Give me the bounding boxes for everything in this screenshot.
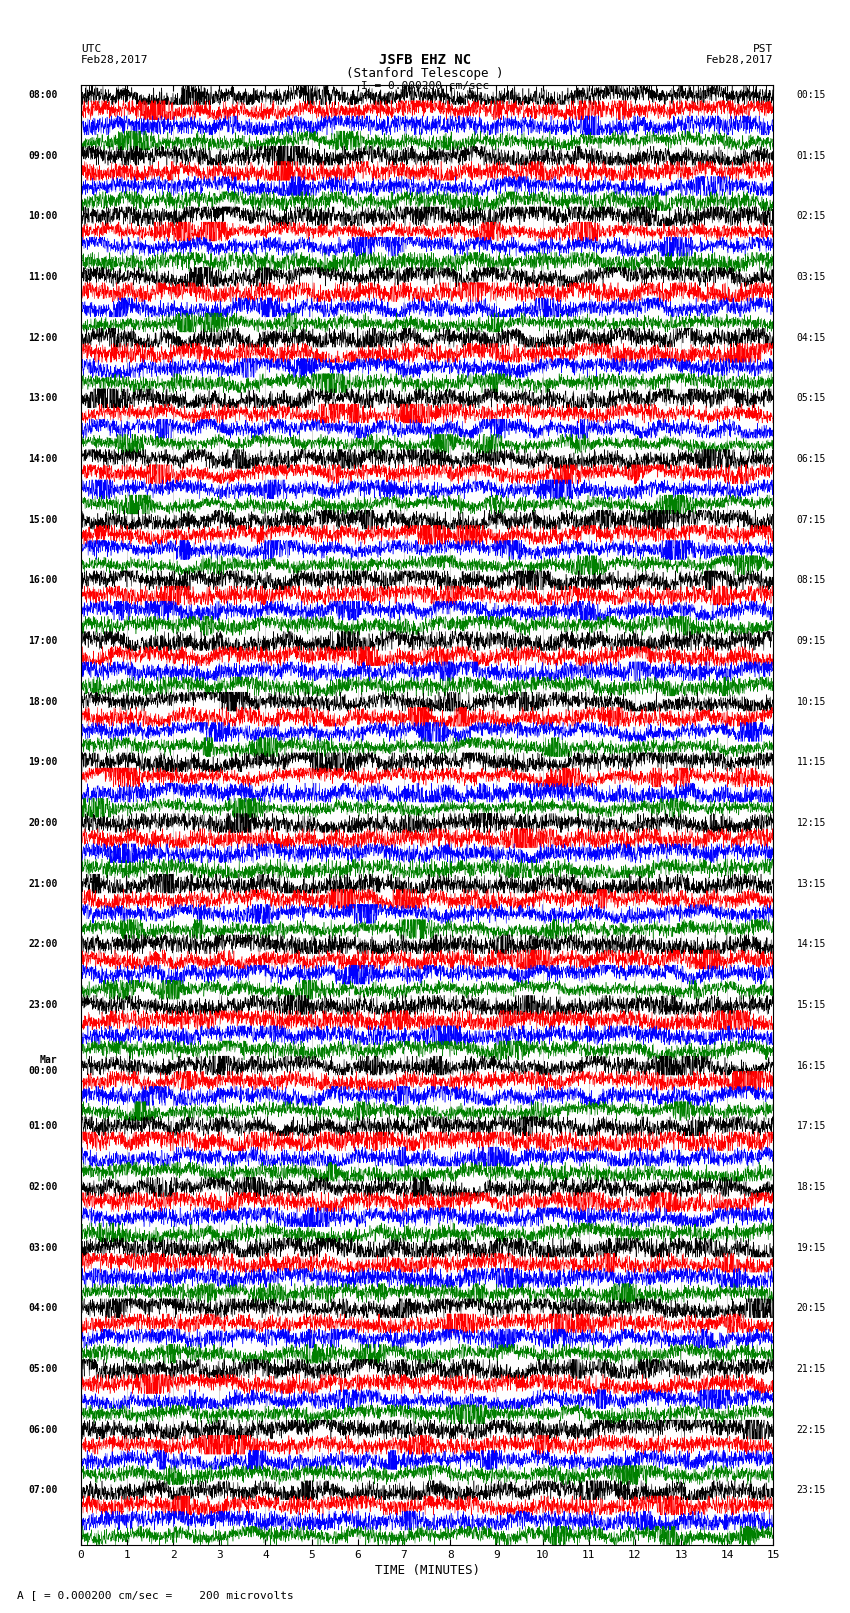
Text: 02:00: 02:00: [28, 1182, 58, 1192]
Text: 20:15: 20:15: [796, 1303, 826, 1313]
Text: 09:00: 09:00: [28, 150, 58, 161]
Text: 01:00: 01:00: [28, 1121, 58, 1131]
Text: 19:15: 19:15: [796, 1242, 826, 1253]
Text: 18:00: 18:00: [28, 697, 58, 706]
Text: 09:15: 09:15: [796, 636, 826, 645]
Text: 12:00: 12:00: [28, 332, 58, 342]
Text: 17:15: 17:15: [796, 1121, 826, 1131]
Text: 19:00: 19:00: [28, 756, 58, 768]
Text: 14:15: 14:15: [796, 939, 826, 950]
Text: 20:00: 20:00: [28, 818, 58, 827]
Text: A [ = 0.000200 cm/sec =    200 microvolts: A [ = 0.000200 cm/sec = 200 microvolts: [17, 1590, 294, 1600]
Text: 01:15: 01:15: [796, 150, 826, 161]
Text: 16:00: 16:00: [28, 576, 58, 586]
Text: 17:00: 17:00: [28, 636, 58, 645]
Text: 03:15: 03:15: [796, 273, 826, 282]
Text: 10:15: 10:15: [796, 697, 826, 706]
Text: 11:00: 11:00: [28, 273, 58, 282]
Text: 13:15: 13:15: [796, 879, 826, 889]
Text: PST
Feb28,2017: PST Feb28,2017: [706, 44, 774, 65]
Text: 16:15: 16:15: [796, 1061, 826, 1071]
Text: 08:15: 08:15: [796, 576, 826, 586]
Text: 15:00: 15:00: [28, 515, 58, 524]
Text: 13:00: 13:00: [28, 394, 58, 403]
Text: 21:00: 21:00: [28, 879, 58, 889]
Text: 05:15: 05:15: [796, 394, 826, 403]
Text: 12:15: 12:15: [796, 818, 826, 827]
Text: 22:00: 22:00: [28, 939, 58, 950]
Text: 05:00: 05:00: [28, 1365, 58, 1374]
Text: Mar
00:00: Mar 00:00: [28, 1055, 58, 1076]
Text: 23:00: 23:00: [28, 1000, 58, 1010]
Text: 08:00: 08:00: [28, 90, 58, 100]
Text: 23:15: 23:15: [796, 1486, 826, 1495]
Text: 06:00: 06:00: [28, 1424, 58, 1434]
Text: 04:15: 04:15: [796, 332, 826, 342]
Text: 04:00: 04:00: [28, 1303, 58, 1313]
Text: 14:00: 14:00: [28, 453, 58, 465]
Text: JSFB EHZ NC: JSFB EHZ NC: [379, 53, 471, 66]
Text: 02:15: 02:15: [796, 211, 826, 221]
Text: 15:15: 15:15: [796, 1000, 826, 1010]
X-axis label: TIME (MINUTES): TIME (MINUTES): [375, 1565, 479, 1578]
Text: 18:15: 18:15: [796, 1182, 826, 1192]
Text: 06:15: 06:15: [796, 453, 826, 465]
Text: 11:15: 11:15: [796, 756, 826, 768]
Text: 07:15: 07:15: [796, 515, 826, 524]
Text: I = 0.000200 cm/sec: I = 0.000200 cm/sec: [361, 81, 489, 90]
Text: 03:00: 03:00: [28, 1242, 58, 1253]
Text: UTC
Feb28,2017: UTC Feb28,2017: [81, 44, 148, 65]
Text: 07:00: 07:00: [28, 1486, 58, 1495]
Text: 00:15: 00:15: [796, 90, 826, 100]
Text: (Stanford Telescope ): (Stanford Telescope ): [346, 66, 504, 79]
Text: 21:15: 21:15: [796, 1365, 826, 1374]
Text: 22:15: 22:15: [796, 1424, 826, 1434]
Text: 10:00: 10:00: [28, 211, 58, 221]
